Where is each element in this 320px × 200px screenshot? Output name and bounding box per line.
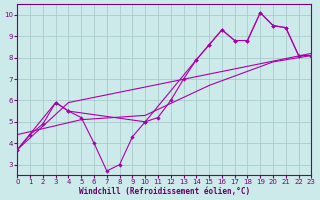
X-axis label: Windchill (Refroidissement éolien,°C): Windchill (Refroidissement éolien,°C): [79, 187, 250, 196]
